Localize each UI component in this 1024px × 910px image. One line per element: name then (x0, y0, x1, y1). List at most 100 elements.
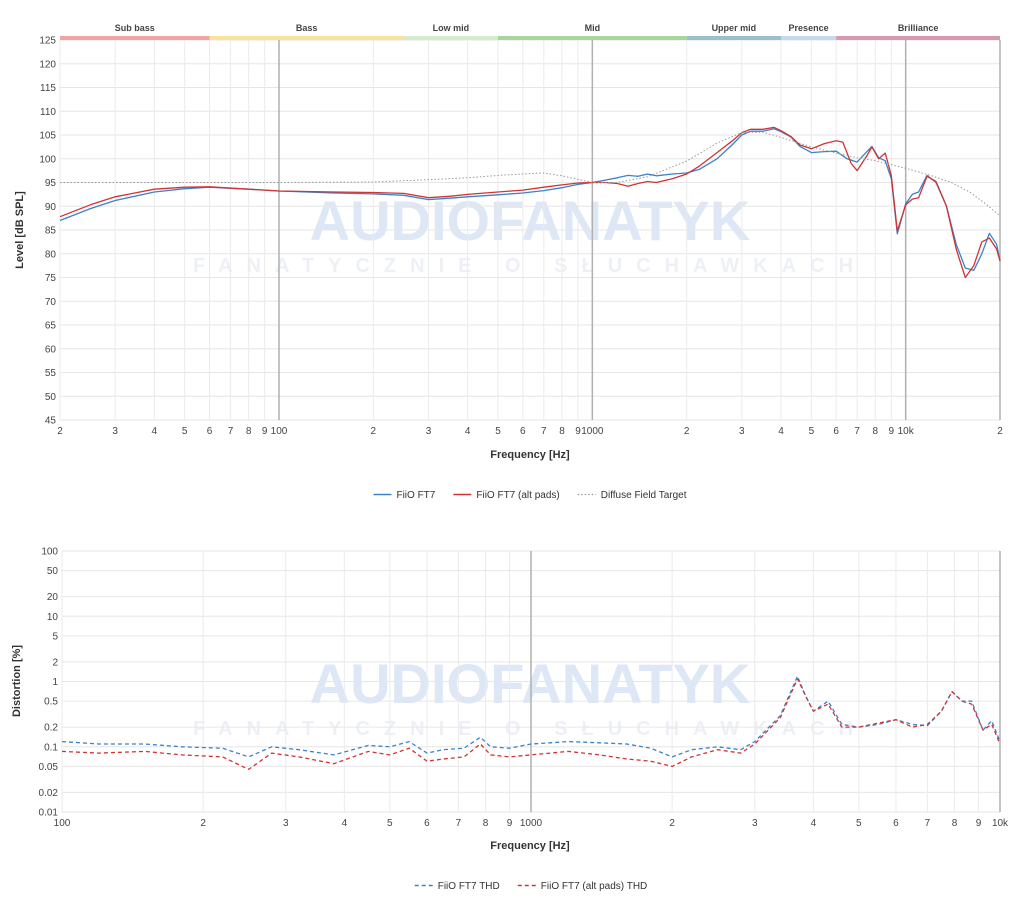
x-tick-label: 3 (426, 426, 432, 437)
x-tick-label: 5 (495, 426, 501, 437)
x-tick-label: 8 (483, 818, 489, 829)
x-tick-label: 3 (752, 818, 758, 829)
x-tick-label: 8 (952, 818, 958, 829)
distortion-series (61, 675, 1001, 771)
y-tick-label: 0.1 (44, 742, 58, 753)
band-bar (498, 36, 687, 40)
watermark: AUDIOFANATYK FANATYCZNIE O SŁUCHAWKACH (193, 652, 867, 740)
distortion-legend: FiiO FT7 THD FiiO FT7 (alt pads) THD (414, 881, 648, 892)
x-tick-label: 3 (283, 818, 289, 829)
band-label: Mid (585, 23, 601, 33)
y-tick-label: 90 (45, 202, 57, 213)
distortion-chart: AUDIOFANATYK FANATYCZNIE O SŁUCHAWKACH 0… (11, 547, 1009, 893)
legend-label: Diffuse Field Target (601, 490, 687, 501)
band-bar (403, 36, 499, 40)
y-tick-label: 100 (41, 547, 58, 558)
legend-label: FiiO FT7 (alt pads) THD (541, 881, 648, 892)
frequency-axis-title: Frequency [Hz] (490, 840, 570, 852)
x-tick-label: 8 (559, 426, 565, 437)
band-label: Presence (789, 23, 829, 33)
y-tick-label: 85 (45, 226, 57, 237)
x-tick-label: 7 (456, 818, 462, 829)
y-tick-label: 110 (40, 107, 56, 118)
x-tick-label: 7 (925, 818, 931, 829)
series-line (59, 128, 1001, 272)
watermark: AUDIOFANATYK FANATYCZNIE O SŁUCHAWKACH (193, 189, 867, 277)
legend-label: FiiO FT7 (396, 490, 435, 501)
legend-label: FiiO FT7 THD (438, 881, 500, 892)
y-tick-label: 125 (39, 36, 56, 47)
x-tick-label: 2 (669, 818, 675, 829)
x-tick-label: 1000 (581, 426, 604, 437)
y-tick-label: 45 (45, 416, 57, 427)
y-tick-label: 0.02 (39, 788, 59, 799)
x-tick-label: 2 (57, 426, 63, 437)
x-tick-label: 6 (893, 818, 899, 829)
band-bar (836, 36, 1000, 40)
y-tick-label: 115 (40, 83, 56, 94)
watermark-main: AUDIOFANATYK (310, 652, 751, 715)
x-tick-label: 1000 (520, 818, 543, 829)
x-tick-label: 7 (854, 426, 860, 437)
x-tick-label: 8 (246, 426, 252, 437)
distortion-axis-title: Distortion [%] (11, 645, 23, 717)
y-tick-label: 50 (47, 566, 59, 577)
x-tick-label: 6 (207, 426, 213, 437)
y-tick-label: 20 (47, 592, 59, 603)
level-axis-title: Level [dB SPL] (14, 191, 26, 269)
distortion-axis-ticks: 0.01 0.02 0.05 0.1 0.2 0.5 1 2 5 10 20 50 100 (39, 547, 59, 819)
x-tick-label: 8 (873, 426, 879, 437)
distortion-grid (61, 550, 1001, 813)
x-tick-label: 10k (992, 818, 1009, 829)
y-tick-label: 80 (45, 249, 57, 260)
y-tick-label: 95 (45, 178, 57, 189)
y-tick-label: 5 (52, 631, 58, 642)
y-tick-label: 65 (45, 321, 57, 332)
frequency-grid (59, 39, 1001, 421)
band-label: Upper mid (712, 23, 757, 33)
x-tick-label: 7 (541, 426, 547, 437)
x-tick-label: 9 (889, 426, 895, 437)
band-label: Low mid (433, 23, 470, 33)
x-tick-label: 7 (228, 426, 234, 437)
legend-label: FiiO FT7 (alt pads) (476, 490, 559, 501)
x-tick-label: 9 (507, 818, 513, 829)
band-label: Bass (296, 23, 318, 33)
band-label: Sub bass (115, 23, 155, 33)
y-tick-label: 2 (52, 657, 58, 668)
y-tick-label: 0.01 (39, 808, 59, 819)
y-tick-label: 100 (39, 154, 56, 165)
y-tick-label: 10 (47, 612, 59, 623)
x-tick-label: 10k (898, 426, 915, 437)
x-tick-label: 2 (371, 426, 377, 437)
x-tick-label: 9 (262, 426, 268, 437)
series-line (61, 678, 1001, 771)
frequency-legend: FiiO FT7 FiiO FT7 (alt pads) Diffuse Field… (373, 490, 687, 501)
watermark-sub: FANATYCZNIE O SŁUCHAWKACH (193, 718, 867, 740)
y-tick-label: 120 (39, 59, 56, 70)
frequency-response-chart: AUDIOFANATYK FANATYCZNIE O SŁUCHAWKACH S… (14, 23, 1003, 501)
x-tick-label: 2 (997, 426, 1003, 437)
band-bar (686, 36, 781, 40)
x-tick-label: 5 (182, 426, 188, 437)
frequency-axis-ticks: 2 3 4 5 6 7 8 9 100 2 3 4 5 6 7 8 9 1000 2 3 4 5 6 7 8 9 10k 2 (57, 426, 1003, 437)
x-tick-label: 5 (387, 818, 393, 829)
x-tick-label: 5 (856, 818, 862, 829)
band-label: Brilliance (898, 23, 939, 33)
x-tick-label: 4 (811, 818, 817, 829)
x-tick-label: 4 (778, 426, 784, 437)
x-tick-label: 2 (200, 818, 206, 829)
x-tick-label: 100 (54, 818, 71, 829)
x-tick-label: 6 (520, 426, 526, 437)
y-tick-label: 70 (45, 297, 57, 308)
y-tick-label: 0.5 (44, 697, 58, 708)
frequency-axis-ticks: 100 2 3 4 5 6 7 8 9 1000 2 3 4 5 6 7 8 9 10k (54, 818, 1009, 829)
x-tick-label: 100 (271, 426, 288, 437)
x-tick-label: 9 (575, 426, 581, 437)
frequency-series (59, 126, 1001, 279)
watermark-sub: FANATYCZNIE O SŁUCHAWKACH (193, 255, 867, 277)
band-bar (780, 36, 837, 40)
y-tick-label: 0.05 (39, 762, 59, 773)
x-tick-label: 9 (976, 818, 982, 829)
